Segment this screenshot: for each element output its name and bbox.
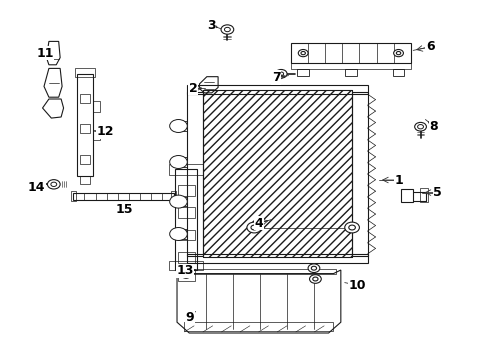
Bar [351, 92, 367, 256]
Bar [178, 197, 187, 206]
Bar [178, 157, 187, 167]
Text: 3: 3 [206, 19, 215, 32]
Text: 12: 12 [96, 125, 114, 138]
Circle shape [246, 222, 261, 233]
Bar [177, 230, 194, 240]
Bar [177, 269, 194, 281]
Bar [71, 191, 76, 201]
Circle shape [395, 51, 400, 55]
Bar [73, 193, 173, 200]
Circle shape [169, 228, 187, 240]
Circle shape [221, 25, 233, 34]
Bar [75, 68, 95, 77]
Circle shape [47, 180, 60, 189]
Bar [178, 229, 187, 239]
Text: 1: 1 [393, 174, 402, 186]
Bar [184, 322, 333, 331]
Bar [187, 254, 367, 263]
Bar [177, 185, 194, 196]
Circle shape [224, 27, 230, 32]
Text: 10: 10 [347, 279, 365, 292]
Circle shape [182, 272, 190, 278]
Bar [203, 90, 351, 257]
Text: 4: 4 [254, 217, 263, 230]
Bar [80, 155, 90, 164]
Bar [169, 261, 203, 270]
Bar [187, 92, 203, 256]
Bar [177, 252, 194, 263]
Circle shape [250, 225, 257, 230]
Text: 2: 2 [188, 82, 197, 95]
Circle shape [348, 225, 355, 230]
Bar [419, 188, 427, 202]
Bar [175, 169, 197, 270]
Bar [177, 207, 194, 218]
Circle shape [311, 266, 316, 270]
Bar [187, 85, 367, 94]
Bar [93, 101, 100, 112]
Circle shape [183, 274, 188, 276]
Bar [400, 189, 412, 202]
Bar [80, 94, 90, 103]
Circle shape [312, 277, 317, 281]
Bar [182, 269, 335, 274]
Bar [93, 130, 100, 140]
Bar [392, 69, 404, 76]
Circle shape [169, 195, 187, 208]
Text: 7: 7 [271, 71, 280, 84]
Circle shape [301, 51, 305, 55]
Circle shape [169, 120, 187, 132]
Bar [290, 43, 410, 63]
Circle shape [275, 69, 286, 78]
Text: 15: 15 [116, 203, 133, 216]
Text: 8: 8 [428, 120, 437, 132]
Circle shape [414, 122, 426, 131]
Text: 13: 13 [176, 264, 193, 277]
Bar [178, 121, 187, 131]
Text: 5: 5 [432, 186, 441, 199]
Bar [345, 69, 356, 76]
Text: 6: 6 [425, 40, 434, 53]
Circle shape [278, 72, 283, 76]
Text: 9: 9 [185, 311, 194, 324]
Circle shape [298, 49, 307, 57]
Circle shape [51, 182, 57, 186]
Circle shape [393, 49, 403, 57]
Circle shape [307, 264, 319, 273]
Bar [77, 74, 93, 176]
Text: 14: 14 [28, 181, 45, 194]
Bar [171, 191, 176, 201]
Circle shape [169, 156, 187, 168]
Circle shape [344, 222, 359, 233]
Bar [80, 124, 90, 133]
Bar [80, 176, 90, 184]
Bar [297, 69, 308, 76]
Text: 11: 11 [36, 47, 54, 60]
Bar [290, 63, 410, 69]
Circle shape [309, 275, 321, 283]
Bar [169, 164, 203, 175]
Circle shape [417, 125, 423, 129]
